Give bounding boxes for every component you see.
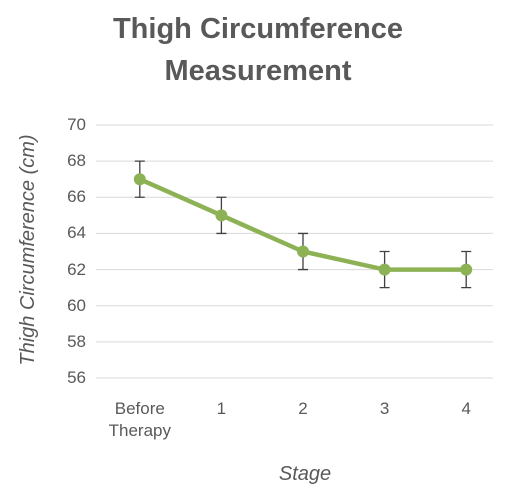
y-tick-label: 58 (67, 331, 86, 351)
y-tick-label: 64 (67, 223, 86, 243)
point (215, 209, 228, 222)
y-tick-label: 56 (67, 368, 86, 387)
y-tick-label: 62 (67, 259, 86, 279)
y-tick-label: 70 (67, 115, 86, 134)
x-tick-label: Before Therapy (108, 399, 171, 440)
point (297, 245, 309, 258)
y-tick-label: 60 (67, 295, 86, 315)
y-tick-label: 66 (67, 187, 86, 207)
chart-title: Thigh Circumference Measurement (112, 13, 404, 87)
point (378, 263, 391, 276)
x-tick-label: 4 (461, 399, 471, 418)
x-tick-label: 1 (216, 399, 227, 418)
x-tick-label: 3 (379, 399, 390, 418)
point (133, 173, 146, 186)
x-axis-label: Stage (278, 463, 332, 485)
x-tick-label: 2 (298, 399, 308, 418)
y-tick-label: 68 (67, 151, 86, 171)
point (460, 263, 473, 276)
y-axis-label: Thigh Circumference (cm) (17, 134, 39, 366)
